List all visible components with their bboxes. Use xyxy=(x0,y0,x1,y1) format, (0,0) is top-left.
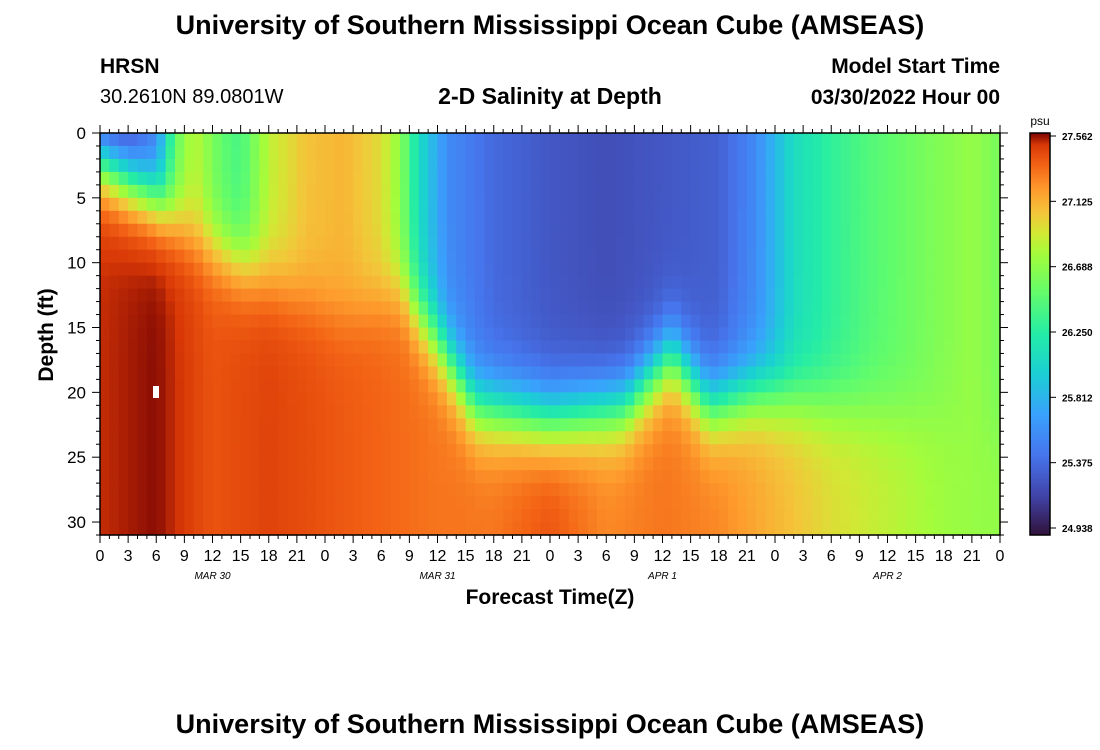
station-id: HRSN xyxy=(100,55,160,78)
x-tick-label: 0 xyxy=(996,548,1005,565)
x-tick-label: 21 xyxy=(738,548,756,565)
x-tick-label: 0 xyxy=(546,548,555,565)
footer-title: University of Southern Mississippi Ocean… xyxy=(175,709,925,739)
colorbar-tick-label: 25.812 xyxy=(1062,393,1093,404)
y-tick-label: 15 xyxy=(67,319,86,338)
missing-data-mark xyxy=(153,386,159,398)
date-label: MAR 31 xyxy=(419,571,455,582)
x-tick-label: 6 xyxy=(377,548,386,565)
heatmap-cells xyxy=(100,133,1001,536)
y-axis-label: Depth (ft) xyxy=(35,288,58,381)
x-tick-label: 12 xyxy=(654,548,672,565)
x-tick-label: 18 xyxy=(485,548,503,565)
y-axis: 0 5 10 15 20 25 30 xyxy=(67,124,1008,536)
y-tick-label: 10 xyxy=(67,254,86,273)
x-tick-label: 15 xyxy=(682,548,700,565)
colorbar-tick-label: 26.250 xyxy=(1062,328,1093,339)
x-tick-label: 6 xyxy=(602,548,611,565)
y-tick-label: 0 xyxy=(77,124,86,143)
x-tick-label: 3 xyxy=(799,548,808,565)
x-tick-label: 9 xyxy=(180,548,189,565)
colorbar: psu 27.562 27.125 26.688 26.250 25.812 25.375… xyxy=(1029,114,1093,536)
colorbar-tick-label: 27.562 xyxy=(1062,132,1093,143)
colorbar-tick-label: 25.375 xyxy=(1062,459,1093,470)
model-start-value: 03/30/2022 Hour 00 xyxy=(810,86,1000,109)
model-start-label: Model Start Time xyxy=(831,55,1000,78)
x-tick-label: 15 xyxy=(232,548,250,565)
y-tick-label: 20 xyxy=(67,383,86,402)
x-tick-label: 12 xyxy=(204,548,222,565)
colorbar-gradient xyxy=(1029,132,1051,536)
date-label: MAR 30 xyxy=(194,571,231,582)
date-label: APR 2 xyxy=(872,571,902,582)
x-axis-label: Forecast Time(Z) xyxy=(466,586,635,609)
x-axis: 0 3 6 9 12 15 18 21 0 3 6 9 12 15 18 21 0 3 6 9 12 15 18 21 0 3 6 9… xyxy=(96,125,1005,565)
y-tick-label: 30 xyxy=(67,513,86,532)
x-tick-label: 3 xyxy=(124,548,133,565)
x-tick-label: 3 xyxy=(574,548,583,565)
x-tick-label: 18 xyxy=(935,548,953,565)
x-tick-label: 15 xyxy=(457,548,475,565)
date-labels: MAR 30 MAR 31 APR 1 APR 2 xyxy=(194,571,902,582)
station-coordinates: 30.2610N 89.0801W xyxy=(100,86,284,108)
x-tick-label: 3 xyxy=(349,548,358,565)
x-tick-label: 9 xyxy=(405,548,414,565)
y-tick-label: 5 xyxy=(77,189,86,208)
chart-subtitle: 2-D Salinity at Depth xyxy=(438,83,662,109)
x-tick-label: 21 xyxy=(513,548,531,565)
x-tick-label: 18 xyxy=(710,548,728,565)
x-tick-label: 0 xyxy=(771,548,780,565)
x-tick-label: 21 xyxy=(963,548,981,565)
x-tick-label: 9 xyxy=(855,548,864,565)
x-tick-label: 21 xyxy=(288,548,306,565)
x-tick-label: 6 xyxy=(827,548,836,565)
y-tick-label: 25 xyxy=(67,448,86,467)
colorbar-tick-label: 26.688 xyxy=(1062,263,1093,274)
x-tick-label: 0 xyxy=(321,548,330,565)
chart-title: University of Southern Mississippi Ocean… xyxy=(175,10,925,40)
x-tick-label: 0 xyxy=(96,548,105,565)
colorbar-tick-label: 24.938 xyxy=(1062,524,1093,535)
x-tick-label: 15 xyxy=(907,548,925,565)
x-tick-label: 9 xyxy=(630,548,639,565)
x-tick-label: 12 xyxy=(879,548,897,565)
colorbar-tick-label: 27.125 xyxy=(1062,197,1093,208)
x-tick-label: 18 xyxy=(260,548,278,565)
x-tick-label: 6 xyxy=(152,548,161,565)
x-tick-label: 12 xyxy=(429,548,447,565)
date-label: APR 1 xyxy=(647,571,677,582)
colorbar-unit: psu xyxy=(1030,114,1049,128)
